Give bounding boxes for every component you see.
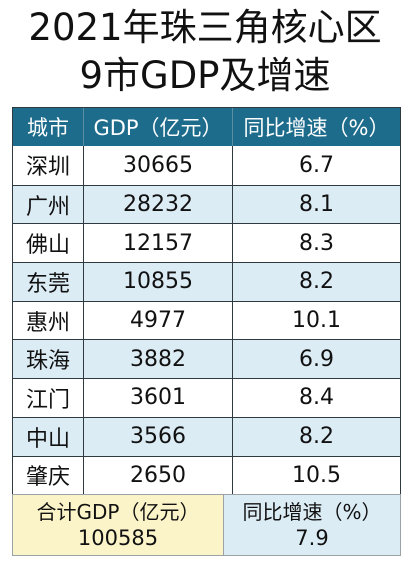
city-cell: 佛山 bbox=[13, 224, 84, 263]
gdp-table: 城市 GDP（亿元） 同比增速（%） 深圳 30665 6.7 广州 28232 8.1 佛… bbox=[12, 107, 401, 496]
growth-cell: 6.9 bbox=[299, 346, 334, 372]
growth-cell: 10.1 bbox=[292, 308, 341, 334]
header-gdp: GDP（亿元） bbox=[84, 108, 233, 146]
table-row: 广州 28232 8.1 bbox=[13, 184, 400, 224]
gdp-cell: 3601 bbox=[84, 379, 233, 417]
city-cell: 江门 bbox=[13, 379, 84, 417]
city-cell: 广州 bbox=[13, 185, 84, 224]
city-cell: 惠州 bbox=[13, 301, 84, 340]
gdp-cell: 2650 bbox=[84, 456, 233, 495]
total-growth-box: 同比增速（%） 7.9 bbox=[224, 494, 401, 556]
gdp-cell: 28232 bbox=[84, 185, 233, 224]
table-row: 肇庆 2650 10.5 bbox=[13, 455, 400, 495]
gdp-cell: 10855 bbox=[84, 263, 233, 301]
growth-cell: 8.2 bbox=[299, 269, 334, 295]
growth-cell: 8.1 bbox=[299, 192, 334, 218]
table-row: 中山 3566 8.2 bbox=[13, 416, 400, 456]
growth-cell: 10.5 bbox=[292, 462, 341, 488]
table-row: 深圳 30665 6.7 bbox=[13, 146, 400, 185]
total-growth-value: 7.9 bbox=[295, 525, 329, 550]
table-row: 珠海 3882 6.9 bbox=[13, 339, 400, 379]
city-cell: 东莞 bbox=[13, 263, 84, 301]
city-cell: 深圳 bbox=[13, 146, 84, 185]
growth-cell: 8.4 bbox=[299, 385, 334, 411]
growth-cell: 8.3 bbox=[299, 230, 334, 256]
gdp-cell: 4977 bbox=[84, 301, 233, 340]
growth-cell: 6.7 bbox=[299, 152, 334, 178]
table-row: 江门 3601 8.4 bbox=[13, 378, 400, 417]
city-cell: 珠海 bbox=[13, 340, 84, 379]
table-row: 惠州 4977 10.1 bbox=[13, 300, 400, 340]
chart-title-line1: 2021年珠三角核心区 bbox=[28, 6, 382, 49]
gdp-cell: 12157 bbox=[84, 224, 233, 263]
total-gdp-box: 合计GDP（亿元） 100585 bbox=[12, 494, 224, 556]
table-row: 佛山 12157 8.3 bbox=[13, 223, 400, 263]
header-growth: 同比增速（%） bbox=[243, 116, 390, 140]
total-summary: 合计GDP（亿元） 100585 同比增速（%） 7.9 bbox=[12, 494, 401, 556]
total-gdp-label: 合计GDP（亿元） bbox=[36, 499, 200, 524]
table-header-row: 城市 GDP（亿元） 同比增速（%） bbox=[13, 108, 400, 146]
growth-cell: 8.2 bbox=[299, 424, 334, 450]
header-city: 城市 bbox=[13, 108, 84, 146]
table-body: 深圳 30665 6.7 广州 28232 8.1 佛山 12157 8.3 东莞 10855 8.2… bbox=[13, 146, 400, 495]
gdp-cell: 30665 bbox=[84, 146, 233, 185]
chart-title-line2: 9市GDP及增速 bbox=[79, 54, 331, 97]
city-cell: 肇庆 bbox=[13, 456, 84, 495]
total-gdp-value: 100585 bbox=[77, 525, 159, 550]
city-cell: 中山 bbox=[13, 417, 84, 456]
gdp-cell: 3566 bbox=[84, 417, 233, 456]
total-growth-label: 同比增速（%） bbox=[242, 499, 382, 524]
table-row: 东莞 10855 8.2 bbox=[13, 262, 400, 301]
gdp-cell: 3882 bbox=[84, 340, 233, 379]
